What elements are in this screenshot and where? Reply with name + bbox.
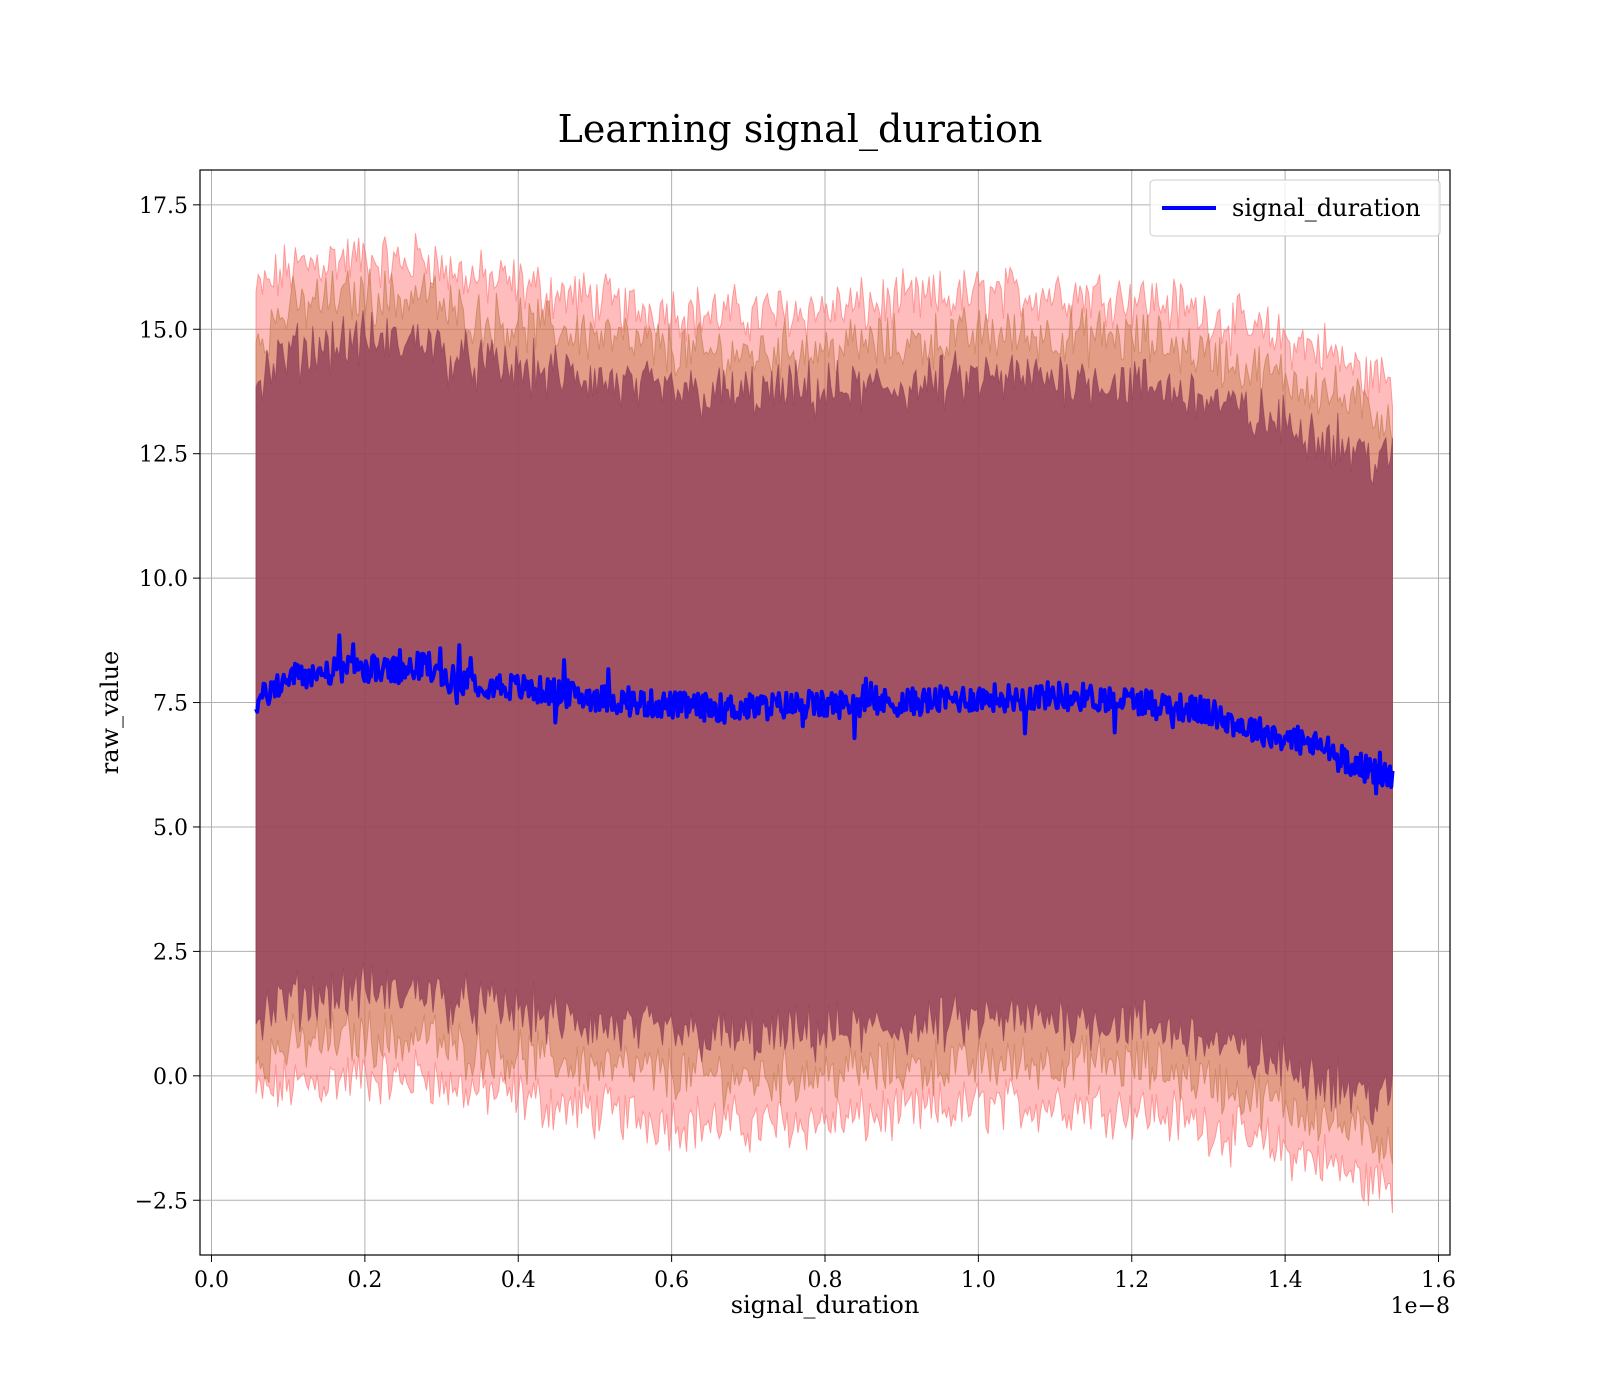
x-tick-label-3: 0.6 — [654, 1268, 689, 1293]
y-tick-label-5: 10.0 — [139, 567, 188, 592]
x-tick-label-4: 0.8 — [808, 1268, 843, 1293]
confidence-bands — [255, 233, 1393, 1214]
y-tick-label-1: 0.0 — [153, 1065, 188, 1090]
y-tick-label-8: 17.5 — [139, 194, 188, 219]
x-tick-label-5: 1.0 — [961, 1268, 996, 1293]
x-tick-label-7: 1.4 — [1268, 1268, 1303, 1293]
y-tick-label-6: 12.5 — [139, 443, 188, 468]
series-line-signal_duration — [254, 633, 1395, 796]
y-tick-label-2: 2.5 — [153, 940, 188, 965]
axis-ticks: 0.0 0.2 0.4 0.6 0.8 1.0 1.2 1.4 1.6 −2.5 0.0 2.5 5.0… — [135, 194, 1456, 1293]
x-tick-label-6: 1.2 — [1114, 1268, 1149, 1293]
x-tick-label-2: 0.4 — [501, 1268, 536, 1293]
x-tick-label-1: 0.2 — [347, 1268, 382, 1293]
x-axis-offset-label: 1e−8 — [1391, 1294, 1450, 1319]
legend-box — [1149, 179, 1441, 237]
inner-band — [255, 310, 1393, 1126]
legend-label: signal_duration — [1232, 194, 1421, 222]
legend: signal_duration — [1149, 179, 1441, 237]
y-tick-label-7: 15.0 — [139, 318, 188, 343]
x-tick-label-8: 1.6 — [1421, 1268, 1456, 1293]
y-tick-label-4: 7.5 — [153, 692, 188, 717]
y-axis-label: raw_value — [96, 651, 124, 775]
x-axis-label: signal_duration — [731, 1291, 920, 1319]
y-tick-label-3: 5.0 — [153, 816, 188, 841]
y-tick-label-0: −2.5 — [135, 1189, 188, 1214]
x-tick-label-0: 0.0 — [194, 1268, 229, 1293]
chart-title: Learning signal_duration — [558, 107, 1043, 152]
series-lines — [254, 633, 1395, 796]
